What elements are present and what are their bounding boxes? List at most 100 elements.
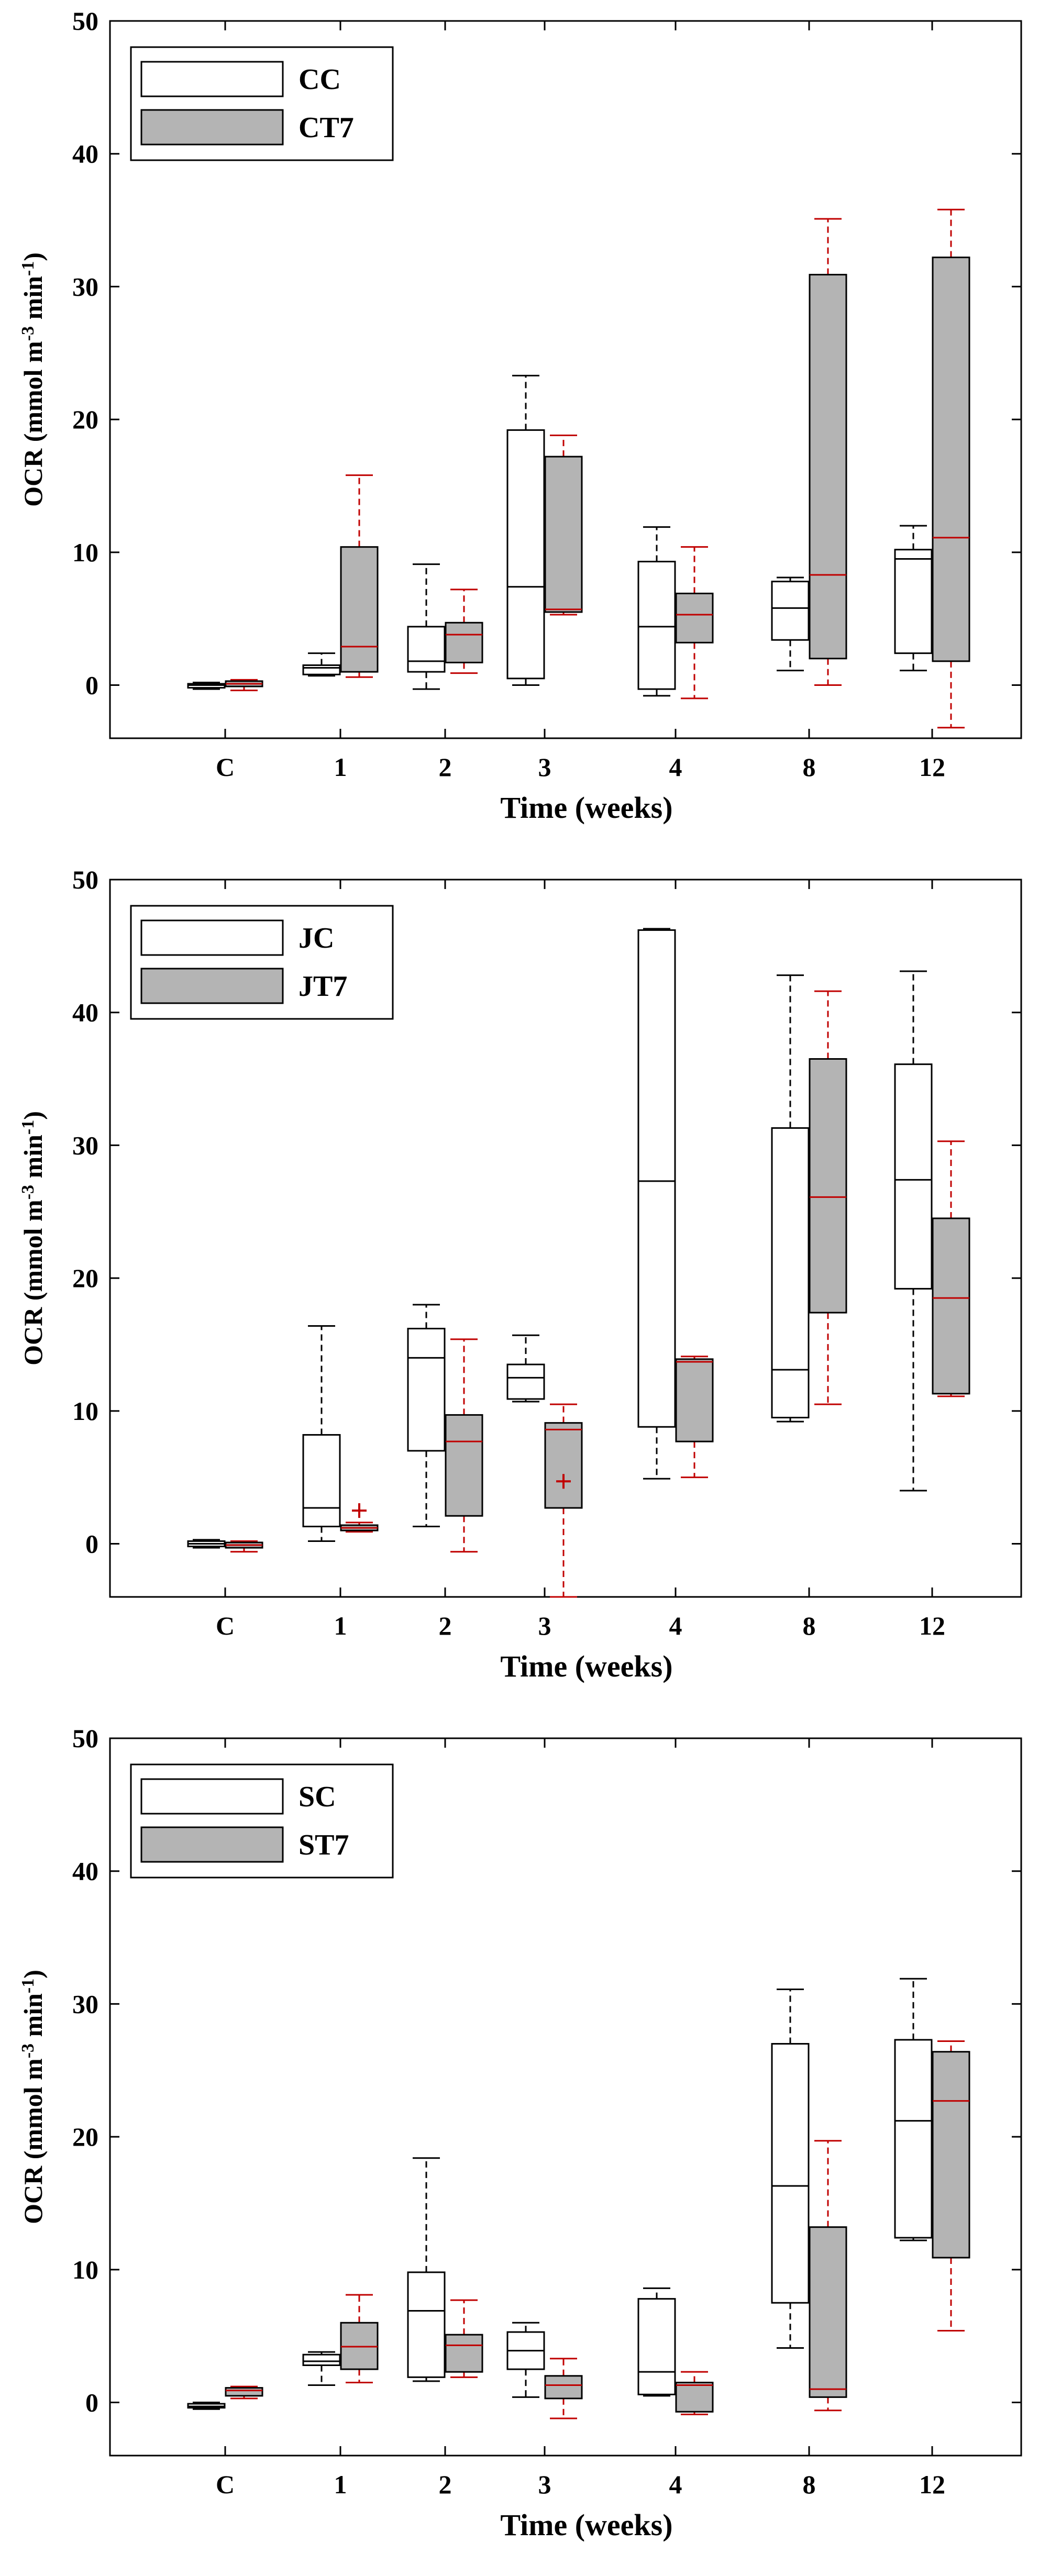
box-SC-1 — [302, 2351, 341, 2386]
box-body — [302, 664, 341, 675]
legend-label-ST7: ST7 — [299, 1829, 349, 1861]
y-tick-label: 30 — [72, 272, 98, 301]
box-JT7-C — [225, 1540, 263, 1553]
x-tick-label: 1 — [334, 2470, 347, 2499]
box-body — [407, 1328, 446, 1452]
box-body — [894, 1063, 933, 1290]
box-body — [771, 1127, 810, 1418]
box-CT7-C — [225, 679, 263, 692]
box-body — [225, 2387, 263, 2397]
axes-frame — [109, 20, 1022, 739]
box-body — [637, 561, 676, 690]
y-tick-label: 0 — [85, 671, 98, 700]
y-tick-label: 20 — [72, 2122, 98, 2151]
legend-swatch-CT7 — [140, 109, 284, 146]
legend-label-CT7: CT7 — [299, 112, 354, 144]
box-JT7-8 — [809, 990, 847, 1405]
box-JC-2 — [407, 1304, 446, 1528]
box-JC-1 — [302, 1325, 341, 1542]
legend-label-JT7: JT7 — [299, 970, 347, 1003]
box-body — [932, 1217, 970, 1395]
box-ST7-8 — [809, 2140, 847, 2412]
box-body — [932, 2051, 970, 2259]
box-SC-12 — [894, 1978, 933, 2241]
box-CC-1 — [302, 652, 341, 677]
x-tick-label: 3 — [538, 752, 551, 782]
legend-label-JC: JC — [299, 922, 334, 954]
box-body — [894, 2039, 933, 2239]
box-CT7-8 — [809, 218, 847, 686]
box-CT7-4 — [675, 546, 714, 699]
box-ST7-1 — [340, 2294, 379, 2383]
box-body — [544, 1422, 583, 1509]
box-ST7-C — [225, 2385, 263, 2400]
box-body — [302, 1434, 341, 1528]
y-tick-label: 50 — [72, 1724, 98, 1753]
x-tick-label: 2 — [439, 2470, 452, 2499]
x-tick-label: 3 — [538, 2470, 551, 2499]
box-body — [771, 581, 810, 641]
box-body — [809, 274, 847, 660]
box-ST7-12 — [932, 2040, 970, 2332]
legend: JC JT7 — [130, 905, 394, 1020]
box-SC-4 — [637, 2287, 676, 2397]
box-SC-8 — [771, 1989, 810, 2349]
y-axis-label: OCR (mmol m-3 min-1) — [18, 1111, 48, 1365]
box-JT7-2 — [445, 1338, 483, 1553]
box-body — [445, 621, 483, 663]
y-tick-label: 10 — [72, 538, 98, 567]
box-JC-C — [187, 1539, 226, 1549]
box-SC-C — [187, 2402, 226, 2410]
x-axis-label: Time (weeks) — [500, 2508, 672, 2542]
box-CC-4 — [637, 526, 676, 697]
box-CC-3 — [506, 374, 545, 686]
box-ST7-2 — [445, 2299, 483, 2378]
x-tick-label: 2 — [439, 1611, 452, 1640]
legend: SC ST7 — [130, 1763, 394, 1879]
y-tick-label: 30 — [72, 1130, 98, 1160]
box-CT7-3 — [544, 435, 583, 616]
legend-swatch-SC — [140, 1778, 284, 1815]
x-tick-label: 8 — [803, 2470, 816, 2499]
box-body — [637, 2298, 676, 2395]
legend-swatch-JC — [140, 919, 284, 956]
box-JT7-1 — [340, 1503, 379, 1533]
x-tick-label: 8 — [803, 752, 816, 782]
x-tick-label: 12 — [919, 752, 945, 782]
box-body — [809, 2226, 847, 2398]
box-body — [445, 2334, 483, 2373]
box-CT7-2 — [445, 589, 483, 674]
y-tick-label: 30 — [72, 1989, 98, 2018]
legend-swatch-JT7 — [140, 968, 284, 1004]
box-SC-3 — [506, 2322, 545, 2398]
box-body — [302, 2353, 341, 2366]
x-axis-label: Time (weeks) — [500, 791, 672, 825]
x-tick-label: 4 — [669, 1611, 682, 1640]
legend-swatch-CC — [140, 61, 284, 97]
box-body — [544, 2375, 583, 2400]
y-tick-label: 0 — [85, 2388, 98, 2417]
box-body — [445, 1414, 483, 1517]
box-CC-2 — [407, 563, 446, 690]
box-CC-12 — [894, 525, 933, 672]
x-tick-label: 4 — [669, 2470, 682, 2499]
axes-frame — [109, 1737, 1022, 2457]
box-CC-C — [187, 681, 226, 690]
y-tick-label: 0 — [85, 1529, 98, 1559]
box-CT7-12 — [932, 208, 970, 729]
x-tick-label: 3 — [538, 1611, 551, 1640]
box-CC-8 — [771, 576, 810, 672]
box-JT7-12 — [932, 1140, 970, 1397]
box-body — [407, 2271, 446, 2378]
box-body — [637, 929, 676, 1428]
box-body — [340, 546, 379, 673]
box-body — [675, 2381, 714, 2413]
x-tick-label: 1 — [334, 1611, 347, 1640]
y-tick-label: 50 — [72, 865, 98, 894]
box-JT7-3 — [544, 1403, 583, 1598]
x-tick-label: C — [216, 2470, 235, 2499]
legend: CC CT7 — [130, 46, 394, 161]
y-tick-label: 20 — [72, 1263, 98, 1293]
box-body — [544, 456, 583, 613]
